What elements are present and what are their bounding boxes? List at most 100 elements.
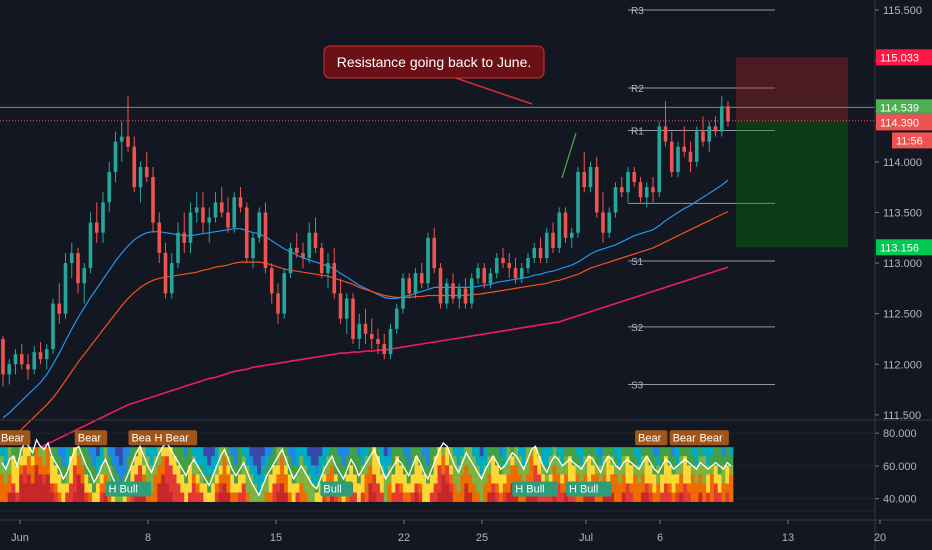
heatmap-cell <box>92 456 97 466</box>
heatmap-cell <box>529 465 534 475</box>
heatmap-cell <box>80 456 85 466</box>
heatmap-cell <box>76 474 81 484</box>
heatmap-cell <box>322 456 327 466</box>
label-text: Bear <box>699 432 723 444</box>
heatmap-cell <box>656 483 661 493</box>
candle-body <box>176 232 180 264</box>
heatmap-cell <box>518 456 523 466</box>
heatmap-cell <box>30 465 35 475</box>
candle <box>719 96 724 137</box>
heatmap-cell <box>26 447 31 457</box>
heatmap-cell <box>153 474 158 484</box>
heatmap-cell <box>241 447 246 457</box>
heatmap-cell <box>583 447 588 457</box>
heatmap-cell <box>103 474 108 484</box>
price-tag: 113.156 <box>876 239 932 256</box>
heatmap-cell <box>533 456 538 466</box>
heatmap-cell <box>483 492 488 502</box>
heatmap-cell <box>337 474 342 484</box>
candle-body <box>413 273 418 294</box>
heatmap-cell <box>303 492 308 502</box>
heatmap-cell <box>564 465 569 475</box>
heatmap-cell <box>203 492 208 502</box>
heatmap-cell <box>138 465 143 475</box>
heatmap-cell <box>126 474 131 484</box>
heatmap-cell <box>414 465 419 475</box>
heatmap-cell <box>422 456 427 466</box>
heatmap-cell <box>65 492 70 502</box>
heatmap-cell <box>533 447 538 457</box>
heatmap-cell <box>406 474 411 484</box>
label-box <box>105 481 152 497</box>
candle-body <box>507 263 512 269</box>
heatmap-cell <box>368 447 373 457</box>
heatmap-cell <box>637 456 642 466</box>
candle-body <box>369 333 374 339</box>
price-tag-box <box>876 239 932 256</box>
candle-body <box>676 146 680 172</box>
candle-body <box>476 268 480 279</box>
heatmap-cell <box>702 474 707 484</box>
heatmap-cell <box>99 492 104 502</box>
price-tick-label: 111.500 <box>883 410 921 422</box>
heatmap-cell <box>84 483 89 493</box>
heatmap-cell <box>706 474 711 484</box>
heatmap-cell <box>602 456 607 466</box>
bull-label: H Bull <box>105 481 152 497</box>
heatmap-cell <box>337 492 342 502</box>
heatmap-cell <box>383 483 388 493</box>
heatmap-cell <box>11 474 16 484</box>
heatmap-cell <box>537 492 542 502</box>
heatmap-cell <box>410 465 415 475</box>
heatmap-cell <box>702 483 707 493</box>
heatmap-cell <box>76 492 81 502</box>
candle-body <box>332 263 337 294</box>
heatmap-cell <box>433 474 438 484</box>
heatmap-cell <box>130 492 135 502</box>
heatmap-cell <box>372 456 377 466</box>
heatmap-cell <box>322 492 327 502</box>
heatmap-cell <box>633 483 638 493</box>
heatmap-cell <box>598 465 603 475</box>
candle <box>707 121 712 152</box>
heatmap-cell <box>257 456 262 466</box>
heatmap-cell <box>46 474 51 484</box>
heatmap-cell <box>7 483 12 493</box>
candle <box>476 263 480 284</box>
heatmap-cell <box>84 456 89 466</box>
heatmap-cell <box>345 456 350 466</box>
heatmap-cell <box>299 465 304 475</box>
candle <box>726 101 730 127</box>
heatmap-cell <box>280 465 285 475</box>
heatmap-cell <box>57 483 62 493</box>
heatmap-cell <box>318 492 323 502</box>
heatmap-cell <box>402 474 408 484</box>
heatmap-cell <box>92 474 97 484</box>
heatmap-cell <box>118 447 124 457</box>
candle-body <box>1 338 5 375</box>
bear-label: Bear <box>0 430 31 446</box>
heatmap-cell <box>172 492 177 502</box>
candle <box>544 227 549 264</box>
heatmap-cell <box>425 483 431 493</box>
heatmap-cell <box>495 492 500 502</box>
heatmap-cell <box>591 465 596 475</box>
candle-body <box>294 247 299 253</box>
heatmap-cell <box>19 492 24 502</box>
candle <box>376 328 380 355</box>
price-tick-label: 115.500 <box>883 5 922 17</box>
heatmap-cell <box>671 483 676 493</box>
candle-body <box>688 151 693 162</box>
heatmap-cell <box>241 465 246 475</box>
heatmap-cell <box>30 492 35 502</box>
heatmap-cell <box>556 447 561 457</box>
heatmap-cell <box>126 492 131 502</box>
heatmap-cell <box>391 465 396 475</box>
heatmap-cell <box>418 456 423 466</box>
heatmap-cell <box>11 483 16 493</box>
heatmap-cell <box>506 492 511 502</box>
heatmap-cell <box>165 483 170 493</box>
time-tick-label: 8 <box>145 532 151 544</box>
candle <box>232 192 237 233</box>
